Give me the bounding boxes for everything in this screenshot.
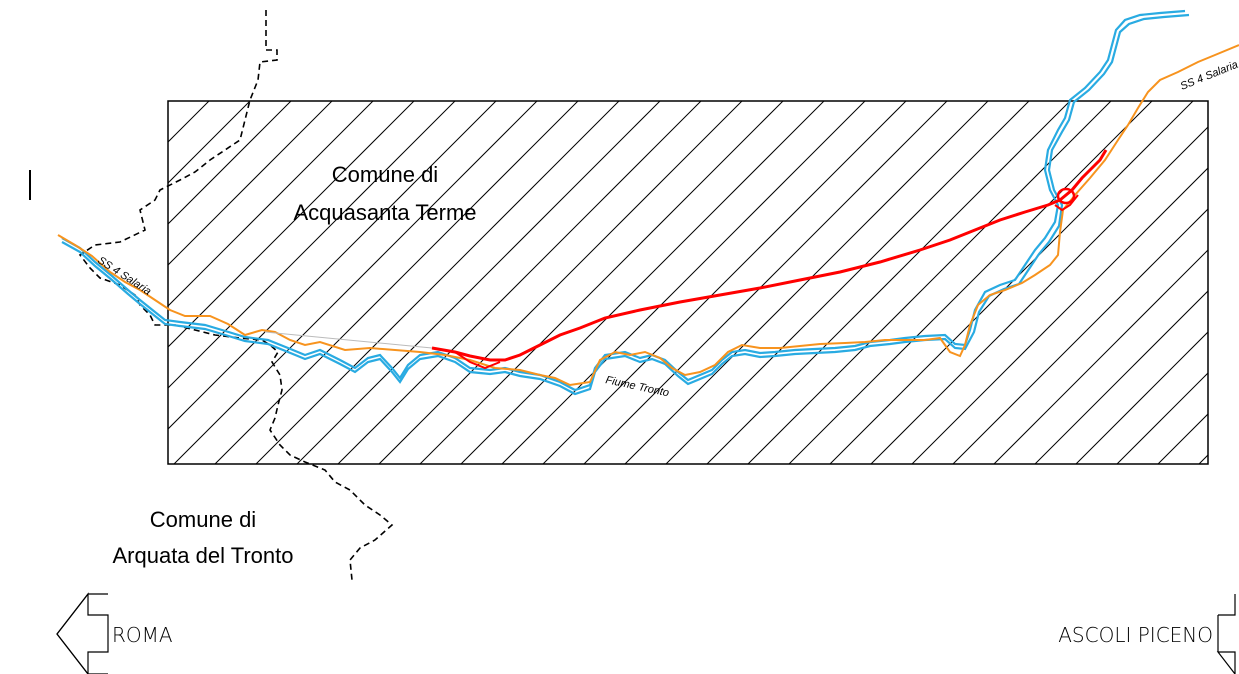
hatch-line (747, 101, 1112, 464)
arrow-left-icon (56, 593, 108, 674)
hatch-line (1075, 331, 1208, 464)
hatch-line (378, 101, 743, 464)
hatch-line (1157, 413, 1208, 464)
hatch-line (1034, 290, 1208, 464)
hatch-line (168, 101, 374, 307)
hatch-line (1116, 372, 1208, 464)
hatch-line (870, 126, 1208, 464)
hatch-line (168, 101, 333, 266)
hatch-line (173, 101, 538, 464)
hatch-line (168, 101, 210, 143)
hatch-line (214, 101, 579, 464)
hatch-line (501, 101, 866, 464)
arrow-right-icon (1216, 594, 1236, 674)
hatch-line (911, 167, 1208, 464)
direction-roma: ROMA (56, 592, 173, 674)
road-label-right: SS 4 Salaria (1179, 59, 1239, 93)
hatch-line (542, 101, 907, 464)
hatch-line (583, 101, 948, 464)
hatch-line (706, 101, 1071, 464)
comune-arquata-line1: Comune di (150, 507, 256, 532)
comune-acquasanta-line1: Comune di (332, 162, 438, 187)
hatch-line (419, 101, 784, 464)
new-road-project (431, 149, 1108, 370)
comune-acquasanta-line2: Acquasanta Terme (293, 200, 476, 225)
hatch-line (168, 101, 456, 389)
road-ss4-salaria (57, 44, 1239, 387)
hatched-study-area (167, 100, 1209, 465)
tunnel-line (264, 331, 433, 349)
hatch-line (993, 249, 1208, 464)
direction-label-roma: ROMA (112, 623, 173, 647)
direction-label-ascoli: ASCOLI PICENO (1058, 623, 1213, 647)
direction-ascoli-piceno: ASCOLI PICENO (1058, 594, 1236, 674)
hatch-line (460, 101, 825, 464)
hatch-line (168, 101, 415, 348)
hatch-line (337, 101, 702, 464)
hatch-line (168, 101, 292, 225)
hatch-line (829, 101, 1194, 464)
hatch-line (296, 101, 661, 464)
hatch-line (788, 101, 1153, 464)
river-fiume-tronto (61, 9, 1190, 396)
hatch-line (168, 101, 497, 430)
hatch-line (168, 101, 251, 184)
hatch-line (1198, 454, 1208, 464)
comune-arquata-line2: Arquata del Tronto (112, 543, 293, 568)
hatch-line (255, 101, 620, 464)
river-label: Fiume Tronto (604, 374, 670, 399)
municipal-boundary (78, 10, 394, 581)
hatch-line (665, 101, 1030, 464)
hatch-line (624, 101, 989, 464)
hatch-line (952, 208, 1208, 464)
